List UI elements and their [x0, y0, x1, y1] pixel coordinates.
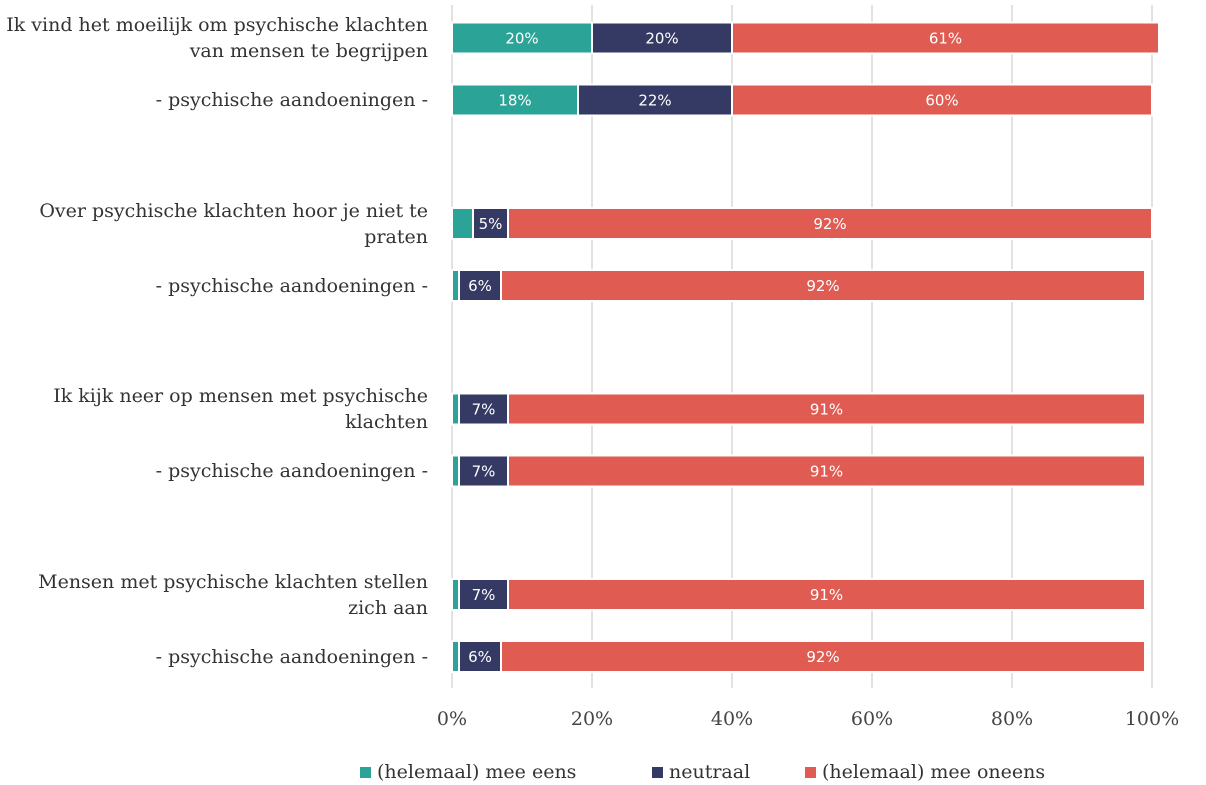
bar-segment [451, 392, 460, 426]
legend-swatch [652, 767, 663, 778]
bar-segment [451, 21, 593, 55]
value-label: 92% [806, 648, 839, 666]
value-label: 91% [810, 401, 843, 419]
bar-segment [577, 83, 733, 117]
value-label: 92% [813, 215, 846, 233]
value-label: 5% [479, 215, 503, 233]
legend-label: (helemaal) mee eens [377, 761, 576, 783]
value-label: 6% [468, 648, 492, 666]
category-label: Over psychische klachten hoor je niet te… [39, 199, 428, 248]
bar-segment [731, 83, 1153, 117]
bar-segment [500, 269, 1146, 302]
category-label: - psychische aandoeningen - [155, 274, 428, 297]
bar-segment [507, 578, 1146, 611]
bar-segment [458, 578, 509, 611]
bar-segment [451, 640, 460, 673]
value-label: 7% [472, 401, 496, 419]
bar-segment [458, 454, 509, 488]
legend-label: (helemaal) mee oneens [822, 761, 1045, 783]
value-label: 7% [472, 463, 496, 481]
category-label: Mensen met psychische klachten stellen z… [38, 570, 428, 619]
bar-segment [458, 392, 509, 426]
value-label: 18% [498, 92, 531, 110]
category-label: - psychische aandoeningen - [155, 460, 428, 482]
bar-segment [591, 21, 733, 55]
bar-segment [731, 21, 1160, 55]
bar-segment [507, 392, 1146, 426]
x-tick-label: 20% [571, 708, 613, 730]
value-label: 61% [929, 30, 962, 48]
legend-swatch [360, 767, 371, 778]
bar-segment [451, 83, 579, 117]
bar-segment [500, 640, 1146, 673]
bar-segment [451, 454, 460, 488]
value-label: 92% [806, 277, 839, 295]
value-label: 20% [645, 30, 678, 48]
category-label: Ik kijk neer op mensen met psychische kl… [53, 385, 428, 433]
bar-segment [451, 207, 474, 240]
value-label: 20% [505, 30, 538, 48]
bar-segment [507, 454, 1146, 488]
x-tick-label: 100% [1125, 708, 1179, 730]
x-tick-label: 60% [851, 708, 893, 730]
value-label: 7% [472, 586, 496, 604]
value-label: 22% [638, 92, 671, 110]
value-label: 60% [925, 92, 958, 110]
bar-segment [507, 207, 1153, 240]
category-label: Ik vind het moeilijk om psychische klach… [6, 14, 428, 62]
x-tick-label: 40% [711, 708, 753, 730]
x-tick-label: 80% [991, 708, 1033, 730]
category-label: - psychische aandoeningen - [155, 645, 428, 668]
legend-label: neutraal [669, 761, 750, 783]
bar-segment [472, 207, 509, 240]
legend-swatch [805, 767, 816, 778]
bar-segment [451, 578, 460, 611]
bar-segment [451, 269, 460, 302]
value-label: 91% [810, 463, 843, 481]
x-tick-label: 0% [437, 708, 467, 730]
value-label: 6% [468, 277, 492, 295]
category-label: - psychische aandoeningen - [155, 89, 428, 111]
value-label: 91% [810, 586, 843, 604]
